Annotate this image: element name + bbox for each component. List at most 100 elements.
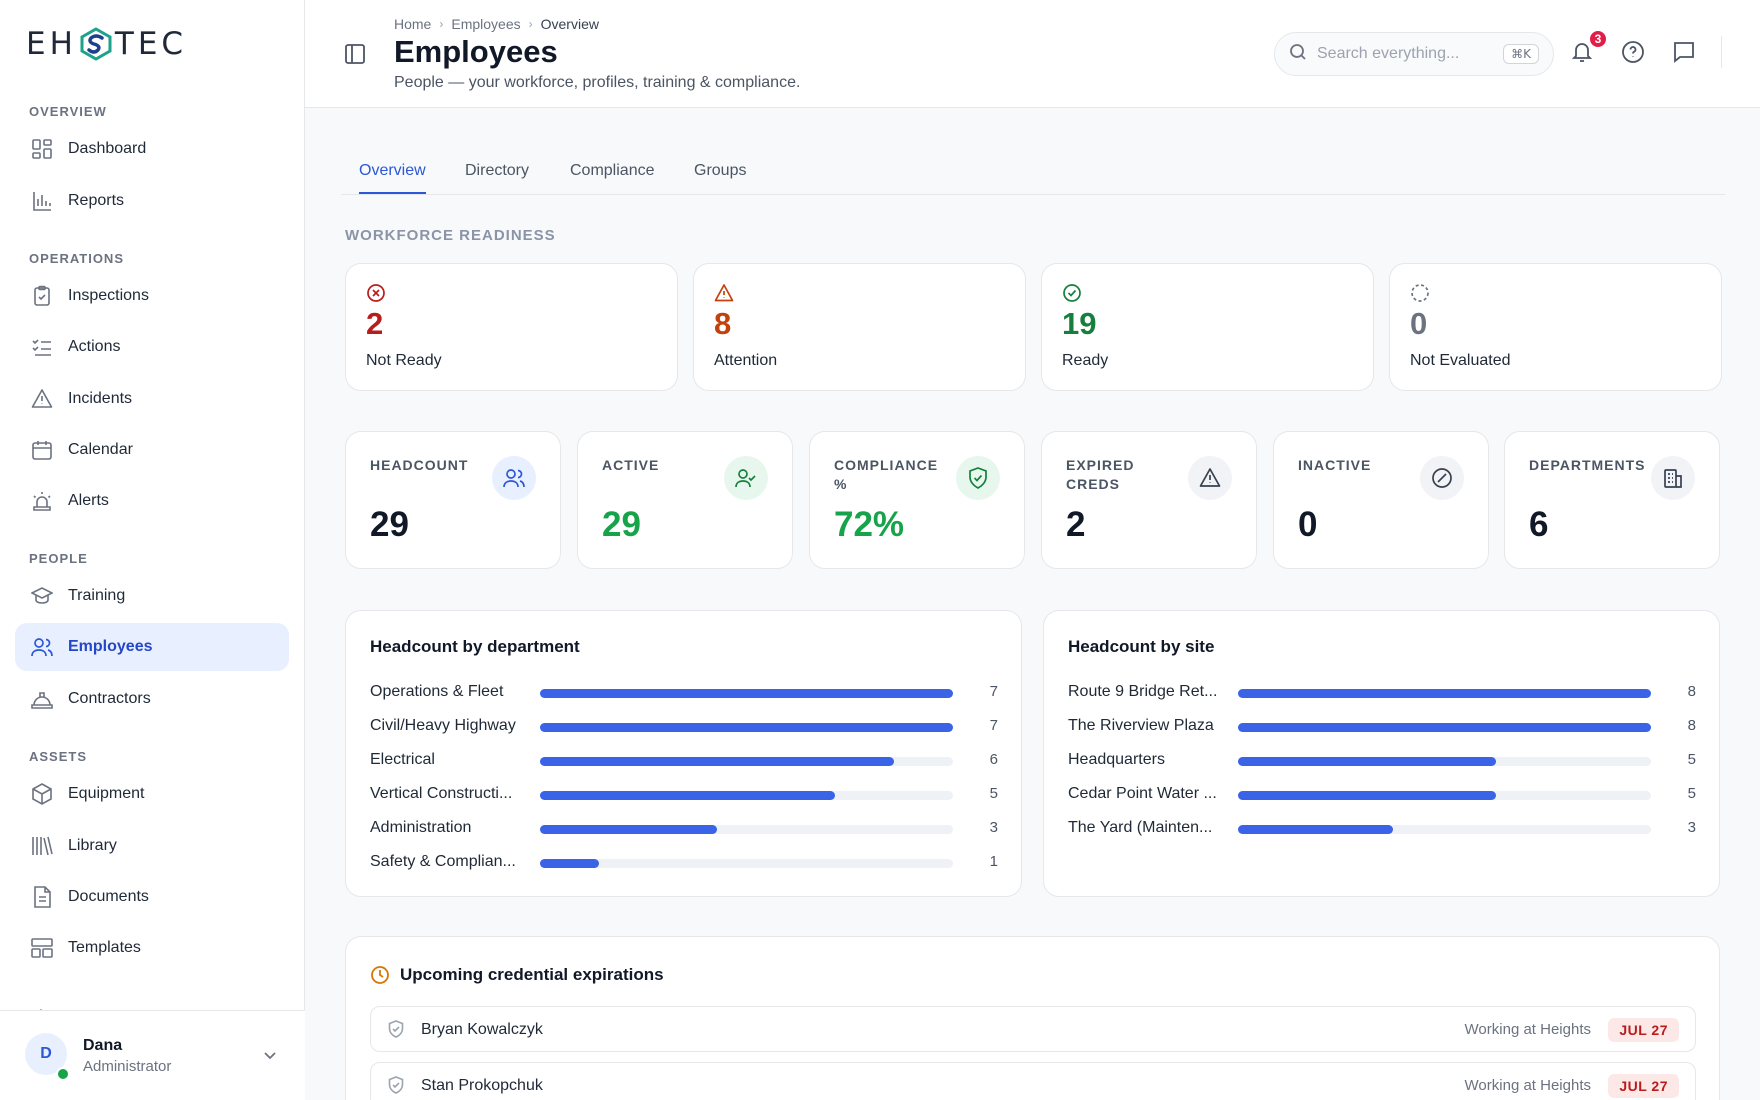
building-icon	[1651, 456, 1695, 500]
sidebar-item-documents[interactable]: Documents	[15, 873, 289, 921]
bar-value-label: 5	[1687, 785, 1696, 802]
sidebar-item-actions[interactable]: Actions	[15, 323, 289, 371]
readiness-card-attention[interactable]: 8 Attention	[693, 263, 1026, 391]
search-icon	[1289, 43, 1307, 66]
sidebar-item-label: Training	[68, 587, 126, 604]
tab-compliance[interactable]: Compliance	[570, 162, 655, 179]
tab-bar: Overview Directory Compliance Groups	[341, 158, 1725, 195]
bar-row[interactable]: The Riverview Plaza 8	[1068, 715, 1696, 739]
bar-track	[1238, 689, 1651, 698]
user-menu[interactable]: D Dana Administrator	[0, 1010, 305, 1100]
readiness-value: 19	[1062, 306, 1097, 341]
bar-label: Route 9 Bridge Ret...	[1068, 683, 1218, 700]
breadcrumb-current: Overview	[540, 16, 599, 32]
sidebar-item-templates[interactable]: Templates	[15, 924, 289, 972]
bar-row[interactable]: Civil/Heavy Highway 7	[370, 715, 998, 739]
bar-value-label: 3	[989, 819, 998, 836]
sidebar-item-library[interactable]: Library	[15, 822, 289, 870]
breadcrumb-employees[interactable]: Employees	[451, 16, 521, 32]
x-circle-icon	[366, 283, 386, 308]
readiness-card-ready[interactable]: 19 Ready	[1041, 263, 1374, 391]
bar	[540, 859, 599, 868]
sidebar-item-calendar[interactable]: Calendar	[15, 426, 289, 474]
sidebar-item-dashboard[interactable]: Dashboard	[15, 125, 289, 173]
sidebar-item-label: Incidents	[68, 390, 133, 407]
bar-row[interactable]: The Yard (Mainten... 3	[1068, 817, 1696, 841]
stat-card-expired-creds[interactable]: EXPIRED CREDS 2	[1041, 431, 1257, 569]
sidebar-item-employees[interactable]: Employees	[15, 623, 289, 671]
bar	[540, 723, 953, 732]
stat-value: 2	[1066, 505, 1086, 544]
dashed-circle-icon	[1410, 283, 1430, 308]
expiry-date-badge: JUL 27	[1608, 1018, 1679, 1042]
stat-card-inactive[interactable]: INACTIVE 0	[1273, 431, 1489, 569]
bar-value-label: 6	[989, 751, 998, 768]
dashboard-icon	[30, 137, 54, 161]
bar-row[interactable]: Electrical 6	[370, 749, 998, 773]
expiration-row[interactable]: Stan Prokopchuk Working at Heights JUL 2…	[370, 1062, 1696, 1100]
bar-row[interactable]: Route 9 Bridge Ret... 8	[1068, 681, 1696, 705]
search-placeholder: Search everything...	[1317, 45, 1460, 62]
bar-chart-icon	[30, 189, 54, 213]
chat-icon[interactable]	[1672, 40, 1696, 69]
sidebar-item-contractors[interactable]: Contractors	[15, 675, 289, 723]
templates-icon	[30, 936, 54, 960]
sidebar-item-reports[interactable]: Reports	[15, 177, 289, 225]
stat-card-headcount[interactable]: HEADCOUNT 29	[345, 431, 561, 569]
bar-value-label: 5	[1687, 751, 1696, 768]
nav-section-overview: OVERVIEW	[29, 104, 107, 119]
bar	[1238, 723, 1651, 732]
chevron-right-icon: ›	[439, 17, 444, 31]
workforce-readiness-heading: WORKFORCE READINESS	[345, 227, 556, 244]
stat-card-departments[interactable]: DEPARTMENTS 6	[1504, 431, 1720, 569]
nav-section-assets: ASSETS	[29, 749, 88, 764]
bar-row[interactable]: Vertical Constructi... 5	[370, 783, 998, 807]
chevron-down-icon[interactable]	[262, 1047, 278, 1068]
readiness-card-not-ready[interactable]: 2 Not Ready	[345, 263, 678, 391]
tab-overview[interactable]: Overview	[359, 162, 426, 194]
readiness-label: Not Evaluated	[1410, 352, 1511, 369]
bar	[1238, 757, 1497, 766]
sidebar-item-alerts[interactable]: Alerts	[15, 477, 289, 525]
sidebar-item-inspections[interactable]: Inspections	[15, 272, 289, 320]
bar-row[interactable]: Headquarters 5	[1068, 749, 1696, 773]
help-icon[interactable]	[1621, 40, 1645, 69]
search-input[interactable]: Search everything... ⌘K	[1274, 32, 1554, 76]
stat-card-active[interactable]: ACTIVE 29	[577, 431, 793, 569]
readiness-label: Not Ready	[366, 352, 442, 369]
expiration-row[interactable]: Bryan Kowalczyk Working at Heights JUL 2…	[370, 1006, 1696, 1052]
sidebar-item-label: Employees	[68, 638, 153, 655]
bar-row[interactable]: Safety & Complian... 1	[370, 851, 998, 875]
headcount-by-department-panel: Headcount by department Operations & Fle…	[345, 610, 1022, 897]
sidebar-toggle-icon[interactable]	[343, 42, 367, 71]
bell-icon[interactable]	[1570, 40, 1594, 69]
sidebar-item-incidents[interactable]: Incidents	[15, 375, 289, 423]
users-icon	[492, 456, 536, 500]
hard-hat-icon	[30, 687, 54, 711]
bar	[540, 757, 894, 766]
readiness-value: 2	[366, 306, 384, 341]
tab-directory[interactable]: Directory	[465, 162, 530, 179]
shield-check-icon	[956, 456, 1000, 500]
bar	[1238, 825, 1393, 834]
breadcrumb-home[interactable]: Home	[394, 16, 432, 32]
bar-row[interactable]: Cedar Point Water ... 5	[1068, 783, 1696, 807]
sidebar-item-training[interactable]: Training	[15, 572, 289, 620]
bar-label: Operations & Fleet	[370, 683, 504, 700]
sidebar-item-label: Templates	[68, 939, 141, 956]
brand-logo[interactable]: EH TEC	[26, 26, 187, 62]
credential-name: Working at Heights	[1464, 1021, 1591, 1038]
logo-mark-icon	[80, 27, 112, 61]
bar-value-label: 8	[1687, 683, 1696, 700]
bar-track	[540, 859, 953, 868]
bar-row[interactable]: Administration 3	[370, 817, 998, 841]
sidebar-item-label: Alerts	[68, 492, 109, 509]
bar-row[interactable]: Operations & Fleet 7	[370, 681, 998, 705]
stat-card-compliance[interactable]: COMPLIANCE % 72%	[809, 431, 1025, 569]
search-shortcut: ⌘K	[1503, 44, 1539, 64]
slash-circle-icon	[1420, 456, 1464, 500]
sidebar-item-equipment[interactable]: Equipment	[15, 770, 289, 818]
shield-icon	[387, 1076, 405, 1099]
tab-groups[interactable]: Groups	[694, 162, 747, 179]
readiness-card-not-evaluated[interactable]: 0 Not Evaluated	[1389, 263, 1722, 391]
